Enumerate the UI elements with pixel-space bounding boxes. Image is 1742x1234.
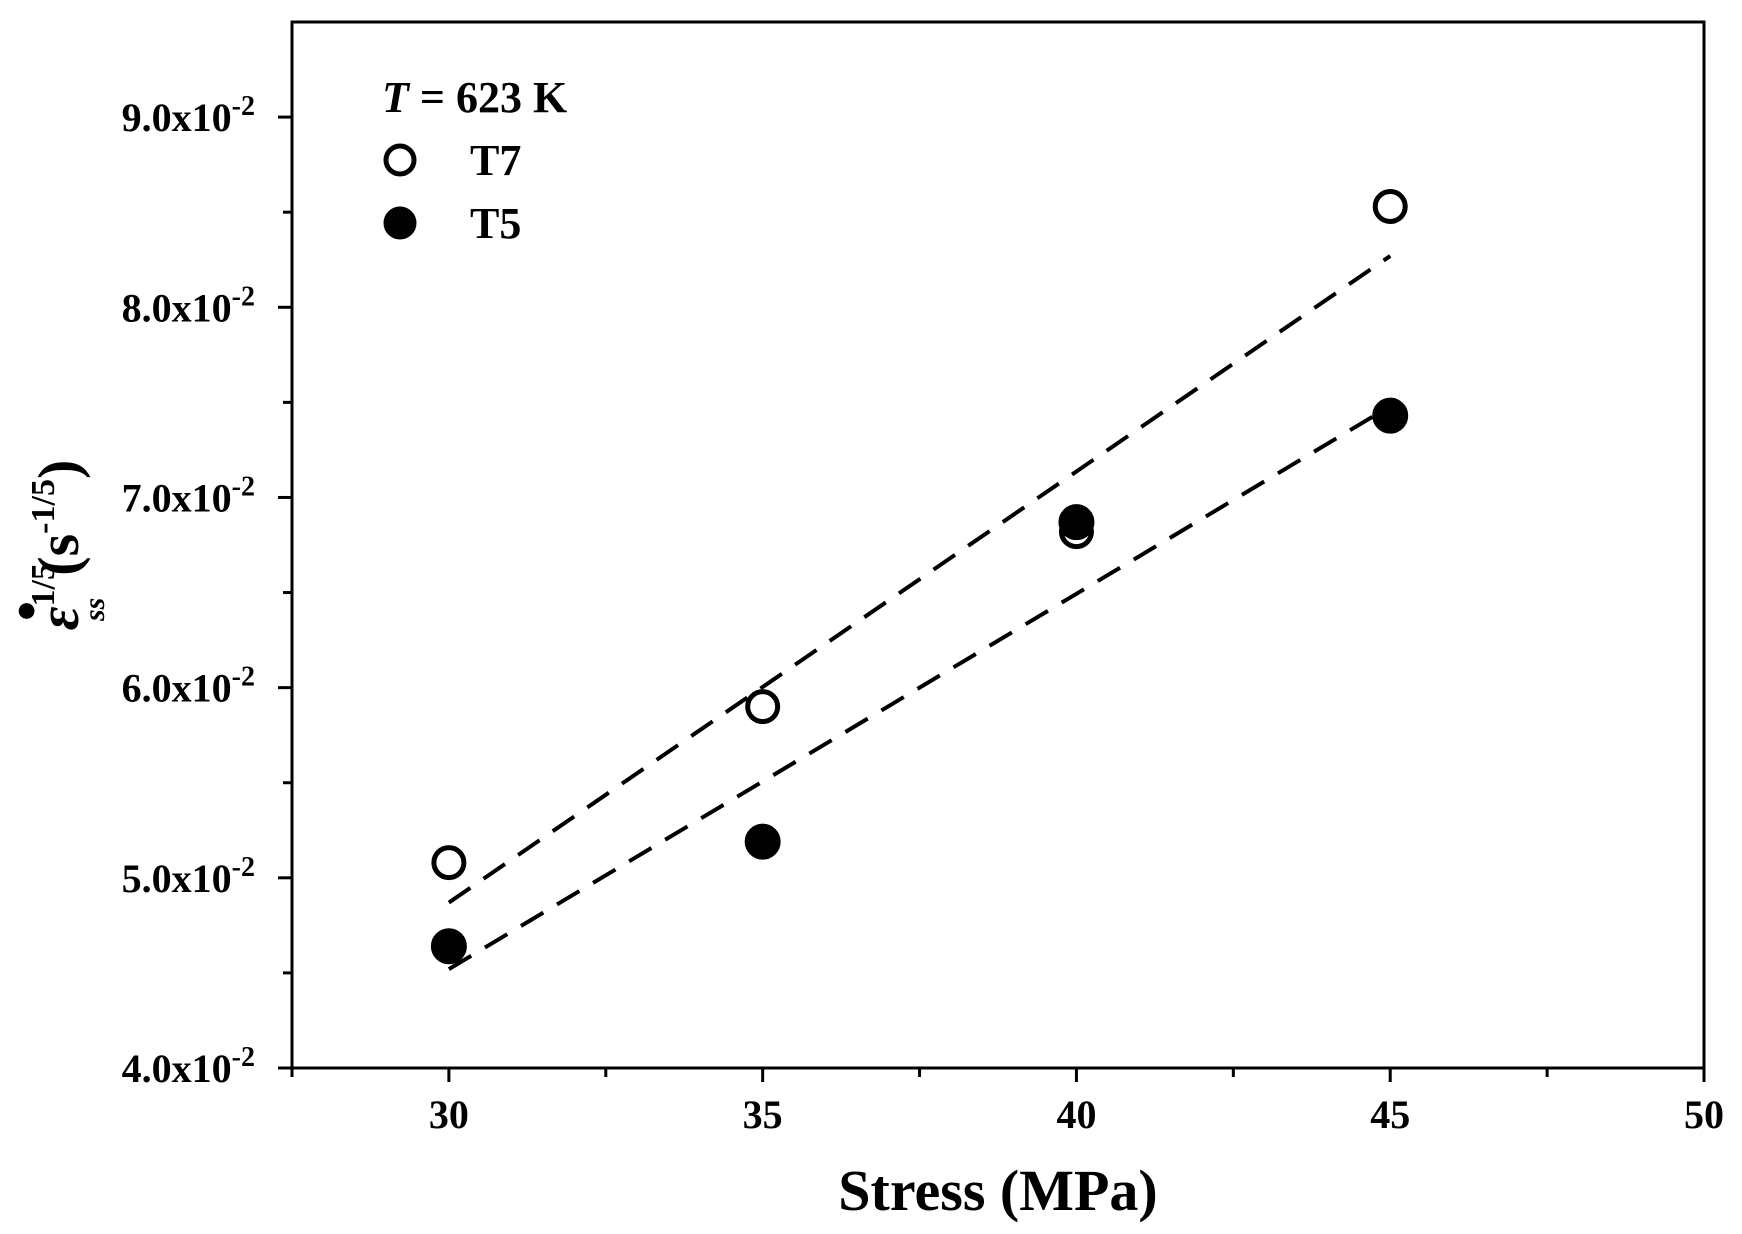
plot-frame: [290, 20, 1706, 1070]
fit-line-t7: [447, 254, 1392, 905]
x-tick-label: 35: [743, 1092, 783, 1137]
y-axis-title-superscript: 1/5: [25, 563, 62, 606]
legend-title-rest: = 623 K: [409, 73, 567, 122]
y-axis-title-symbol: ε: [26, 606, 91, 630]
legend-label-t7: T7: [470, 136, 521, 185]
x-tick-label: 30: [429, 1092, 469, 1137]
x-tick-label: 45: [1370, 1092, 1410, 1137]
y-axis-title: ε1/5 ss (s-1/5) •: [0, 460, 111, 631]
legend-label-t5: T5: [470, 199, 521, 248]
y-axis-title-unit-close: ): [26, 460, 91, 479]
fit-line-t5: [447, 404, 1392, 971]
legend-title-T: T: [382, 73, 411, 122]
point-t7: [1372, 188, 1408, 224]
x-axis-ticks: 30 35 40 45 50: [290, 1068, 1724, 1137]
y-tick-label: 9.0x10-2: [122, 91, 255, 140]
y-axis-title-unit-superscript: -1/5: [25, 479, 62, 534]
y-axis-title-dot: •: [0, 601, 59, 621]
y-tick-label: 6.0x10-2: [122, 662, 255, 711]
x-tick-label: 50: [1684, 1092, 1724, 1137]
x-axis-title: Stress (MPa): [838, 1158, 1157, 1223]
y-tick-label: 5.0x10-2: [122, 852, 255, 901]
x-tick-label: 40: [1056, 1092, 1096, 1137]
point-t5: [1372, 397, 1409, 434]
point-t7: [431, 845, 467, 881]
legend-marker-t5: [383, 206, 417, 240]
legend-marker-t7: [383, 143, 417, 177]
y-tick-label: 8.0x10-2: [122, 281, 255, 330]
data-points: [430, 188, 1409, 965]
y-axis-ticks: 4.0x10-2 5.0x10-2 6.0x10-2 7.0x10-2 8.0x10-2…: [122, 91, 292, 1091]
svg-text:ε1/5ss(s-1/5): ε1/5 ss (s-1/5): [25, 460, 111, 631]
point-t5: [744, 823, 781, 860]
y-tick-label: 4.0x10-2: [122, 1042, 255, 1091]
legend: T = 623 K T7 T5: [382, 73, 567, 248]
y-axis-title-subscript: ss: [78, 598, 111, 622]
point-t5: [1058, 504, 1095, 541]
fit-lines: [447, 254, 1392, 971]
y-tick-label: 7.0x10-2: [122, 471, 255, 520]
y-axis-title-unit: (s: [26, 534, 91, 576]
svg-text:T = 623 K: T = 623 K: [382, 73, 567, 122]
point-t5: [430, 928, 467, 965]
point-t7: [745, 689, 781, 725]
